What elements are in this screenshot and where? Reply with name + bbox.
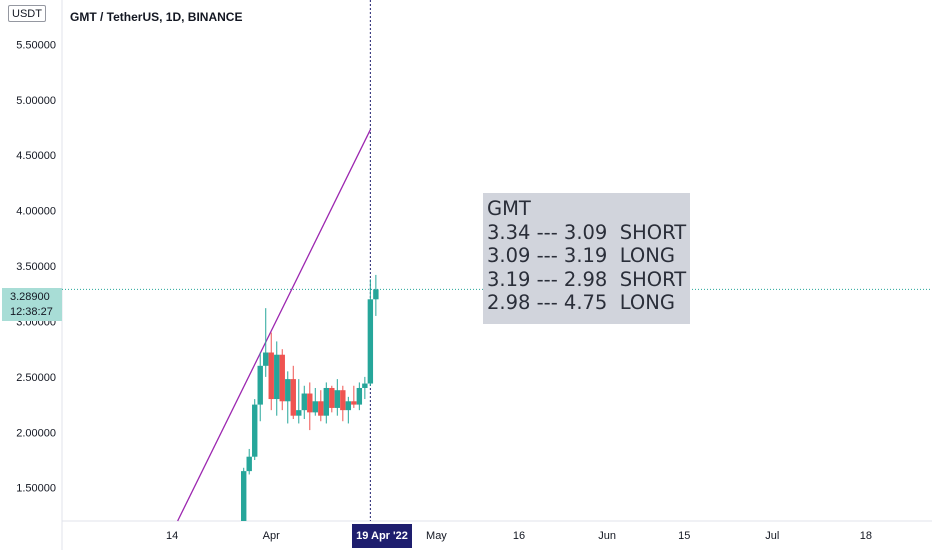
candle-body xyxy=(279,354,285,402)
candle-body xyxy=(312,401,318,413)
trendline xyxy=(177,129,371,522)
x-tick-label: Apr xyxy=(263,530,280,542)
y-tick-label: 5.50000 xyxy=(16,39,56,51)
candle-body xyxy=(318,401,324,416)
x-tick-label: Jul xyxy=(765,530,779,542)
x-tick-label: 18 xyxy=(860,530,872,542)
candle-body xyxy=(323,387,330,416)
y-tick-label: 2.00000 xyxy=(16,427,56,439)
x-tick-label: Jun xyxy=(598,530,616,542)
last-price-value: 3.28900 xyxy=(10,291,50,303)
y-tick-label: 5.00000 xyxy=(16,95,56,107)
candle-body xyxy=(340,390,346,411)
y-tick-label: 4.50000 xyxy=(16,150,56,162)
candle-body xyxy=(367,299,374,384)
candle-body xyxy=(241,471,247,521)
x-tick-label: 15 xyxy=(678,530,690,542)
x-tick-label: May xyxy=(426,530,447,542)
last-price-badge: 3.28900 12:38:27 xyxy=(2,288,62,321)
candle-body xyxy=(329,387,335,408)
candle-body xyxy=(334,390,341,408)
note-line: 3.09 --- 3.19 LONG xyxy=(487,244,675,268)
candle-body xyxy=(301,393,307,411)
candle-body xyxy=(362,383,368,388)
currency-badge[interactable]: USDT xyxy=(8,5,46,22)
candle-body xyxy=(290,379,296,416)
candle-body xyxy=(285,379,291,402)
candle-body xyxy=(257,365,263,405)
candle-body xyxy=(246,456,252,472)
candle-body xyxy=(268,352,274,400)
candle-body xyxy=(296,410,302,416)
candle-body xyxy=(252,404,258,457)
price-axis[interactable]: 1.500002.000002.500003.000003.500004.000… xyxy=(16,0,932,550)
candle-body xyxy=(274,354,280,400)
y-tick-label: 2.50000 xyxy=(16,372,56,384)
trade-levels-note[interactable]: GMT 3.34 --- 3.09 SHORT 3.09 --- 3.19 LO… xyxy=(483,193,690,324)
candle-body xyxy=(356,387,363,405)
candle-body xyxy=(307,393,313,413)
candle-body xyxy=(351,401,357,405)
bar-countdown: 12:38:27 xyxy=(10,306,53,318)
y-tick-label: 1.50000 xyxy=(16,483,56,495)
x-tick-label: 16 xyxy=(513,530,525,542)
note-line: 3.19 --- 2.98 SHORT xyxy=(487,267,687,291)
candles xyxy=(241,274,379,521)
x-tick-label: 14 xyxy=(166,530,178,542)
trendline-layer[interactable] xyxy=(177,129,371,522)
note-line: 2.98 --- 4.75 LONG xyxy=(487,291,675,315)
y-tick-label: 4.00000 xyxy=(16,206,56,218)
crosshair-date-label: 19 Apr '22 xyxy=(352,524,412,548)
candle-body xyxy=(345,401,352,411)
time-axis[interactable]: 14 Apr May 16 Jun 15 Jul 18 xyxy=(166,530,872,542)
y-tick-label: 3.50000 xyxy=(16,261,56,273)
note-line: 3.34 --- 3.09 SHORT xyxy=(487,220,687,244)
candle-body xyxy=(263,352,269,366)
candle-body xyxy=(373,289,379,300)
note-line: GMT xyxy=(487,197,531,220)
symbol-title: GMT / TetherUS, 1D, BINANCE xyxy=(70,10,243,24)
